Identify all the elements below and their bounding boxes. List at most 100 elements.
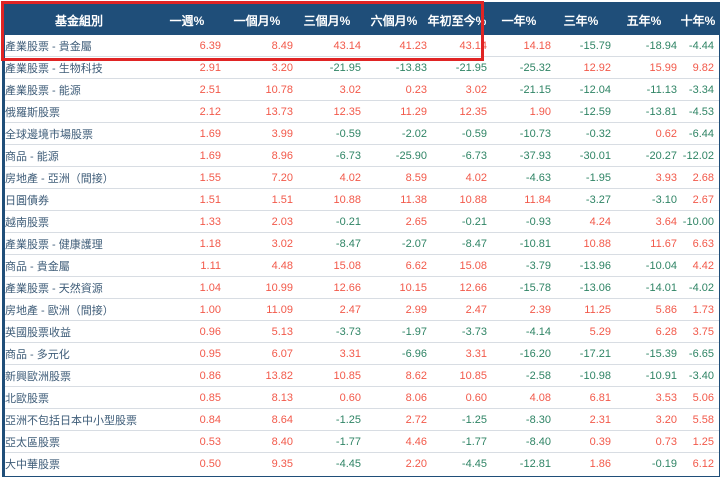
table-row: 商品 - 多元化 0.95 6.07 3.31 -6.96 3.31 -16.20 -17.2… <box>5 342 719 365</box>
value-cell: -13.96 <box>551 254 611 277</box>
value-cell: -3.34 <box>677 78 719 101</box>
value-cell: 3.64 <box>611 210 677 233</box>
column-header-7[interactable]: 三年% <box>551 5 611 35</box>
value-cell: 41.23 <box>361 35 427 57</box>
column-header-4[interactable]: 六個月% <box>361 5 427 35</box>
fund-category-link[interactable]: 產業股票 - 天然資源 <box>5 276 153 299</box>
value-cell: -4.02 <box>677 276 719 299</box>
value-cell: -0.21 <box>293 210 361 233</box>
fund-category-link[interactable]: 產業股票 - 貴金屬 <box>5 35 153 57</box>
column-header-category[interactable]: 基金組別 <box>5 5 153 35</box>
value-cell: 8.06 <box>361 386 427 409</box>
value-cell: 2.51 <box>153 78 221 101</box>
value-cell: -21.95 <box>293 56 361 79</box>
value-cell: 6.28 <box>611 320 677 343</box>
value-cell: 0.86 <box>153 364 221 387</box>
fund-category-link[interactable]: 新興歐洲股票 <box>5 364 153 387</box>
table-row: 北歐股票 0.85 8.13 0.60 8.06 0.60 4.08 6.81 3.53 5.06 <box>5 386 719 409</box>
fund-category-link[interactable]: 房地產 - 亞洲（間接） <box>5 166 153 189</box>
fund-category-link[interactable]: 越南股票 <box>5 210 153 233</box>
fund-category-link[interactable]: 俄羅斯股票 <box>5 100 153 123</box>
value-cell: 0.39 <box>551 430 611 453</box>
fund-category-link[interactable]: 大中華股票 <box>5 452 153 474</box>
value-cell: 1.04 <box>153 276 221 299</box>
value-cell: 1.18 <box>153 232 221 255</box>
value-cell: -0.59 <box>427 122 487 145</box>
value-cell: 0.85 <box>153 386 221 409</box>
fund-category-link[interactable]: 商品 - 貴金屬 <box>5 254 153 277</box>
value-cell: -13.06 <box>551 276 611 299</box>
value-cell: -18.94 <box>611 35 677 57</box>
value-cell: -21.15 <box>487 78 551 101</box>
value-cell: 10.88 <box>293 188 361 211</box>
value-cell: -14.01 <box>611 276 677 299</box>
value-cell: 10.88 <box>427 188 487 211</box>
fund-category-link[interactable]: 商品 - 多元化 <box>5 342 153 365</box>
column-header-3[interactable]: 三個月% <box>293 5 361 35</box>
value-cell: -37.93 <box>487 144 551 167</box>
fund-category-link[interactable]: 亞洲不包括日本中小型股票 <box>5 408 153 431</box>
value-cell: -13.81 <box>611 100 677 123</box>
value-cell: 5.86 <box>611 298 677 321</box>
value-cell: 15.99 <box>611 56 677 79</box>
fund-category-link[interactable]: 商品 - 能源 <box>5 144 153 167</box>
value-cell: -4.45 <box>293 452 361 474</box>
table-row: 亞洲不包括日本中小型股票 0.84 8.64 -1.25 2.72 -1.25 -8.30 2… <box>5 408 719 431</box>
value-cell: -8.30 <box>487 408 551 431</box>
table-row: 亞太區股票 0.53 8.40 -1.77 4.46 -1.77 -8.40 0.39 0.73… <box>5 430 719 453</box>
column-header-8[interactable]: 五年% <box>611 5 677 35</box>
value-cell: 0.53 <box>153 430 221 453</box>
fund-category-link[interactable]: 產業股票 - 能源 <box>5 78 153 101</box>
value-cell: 7.20 <box>221 166 293 189</box>
value-cell: 6.63 <box>677 232 719 255</box>
column-header-5[interactable]: 年初至今% <box>427 5 487 35</box>
value-cell: -1.25 <box>293 408 361 431</box>
fund-category-link[interactable]: 英國股票收益 <box>5 320 153 343</box>
value-cell: -17.21 <box>551 342 611 365</box>
value-cell: 2.20 <box>361 452 427 474</box>
value-cell: -3.79 <box>487 254 551 277</box>
value-cell: 0.60 <box>293 386 361 409</box>
value-cell: -15.39 <box>611 342 677 365</box>
value-cell: 8.64 <box>221 408 293 431</box>
value-cell: 8.62 <box>361 364 427 387</box>
value-cell: -6.73 <box>427 144 487 167</box>
fund-category-link[interactable]: 全球邊境市場股票 <box>5 122 153 145</box>
fund-category-link[interactable]: 北歐股票 <box>5 386 153 409</box>
value-cell: 2.72 <box>361 408 427 431</box>
value-cell: -6.73 <box>293 144 361 167</box>
value-cell: 2.47 <box>427 298 487 321</box>
value-cell: 4.02 <box>293 166 361 189</box>
fund-category-link[interactable]: 房地產 - 歐洲（間接） <box>5 298 153 321</box>
column-header-1[interactable]: 一週% <box>153 5 221 35</box>
value-cell: 10.78 <box>221 78 293 101</box>
value-cell: -0.32 <box>551 122 611 145</box>
value-cell: 3.02 <box>293 78 361 101</box>
value-cell: 3.31 <box>427 342 487 365</box>
value-cell: 5.06 <box>677 386 719 409</box>
value-cell: -10.98 <box>551 364 611 387</box>
value-cell: 3.02 <box>221 232 293 255</box>
fund-category-link[interactable]: 亞太區股票 <box>5 430 153 453</box>
fund-performance-table: 基金組別 一週% 一個月% 三個月% 六個月% 年初至今% 一年% 三年% 五年% 十年% 產業股… <box>5 5 719 474</box>
value-cell: 1.86 <box>551 452 611 474</box>
fund-category-link[interactable]: 產業股票 - 生物科技 <box>5 56 153 79</box>
value-cell: 0.73 <box>611 430 677 453</box>
value-cell: -10.73 <box>487 122 551 145</box>
value-cell: 14.18 <box>487 35 551 57</box>
table-body: 產業股票 - 貴金屬 6.39 8.49 43.14 41.23 43.14 14.18 -1… <box>5 35 719 474</box>
value-cell: -12.59 <box>551 100 611 123</box>
value-cell: 0.62 <box>611 122 677 145</box>
fund-category-link[interactable]: 產業股票 - 健康護理 <box>5 232 153 255</box>
column-header-2[interactable]: 一個月% <box>221 5 293 35</box>
value-cell: -4.53 <box>677 100 719 123</box>
value-cell: 8.13 <box>221 386 293 409</box>
column-header-6[interactable]: 一年% <box>487 5 551 35</box>
fund-category-link[interactable]: 日圓債券 <box>5 188 153 211</box>
value-cell: 6.39 <box>153 35 221 57</box>
table-row: 房地產 - 亞洲（間接） 1.55 7.20 4.02 8.59 4.02 -4.63 -1.… <box>5 166 719 189</box>
column-header-9[interactable]: 十年% <box>677 5 719 35</box>
value-cell: 0.50 <box>153 452 221 474</box>
value-cell: 1.51 <box>221 188 293 211</box>
value-cell: -10.91 <box>611 364 677 387</box>
